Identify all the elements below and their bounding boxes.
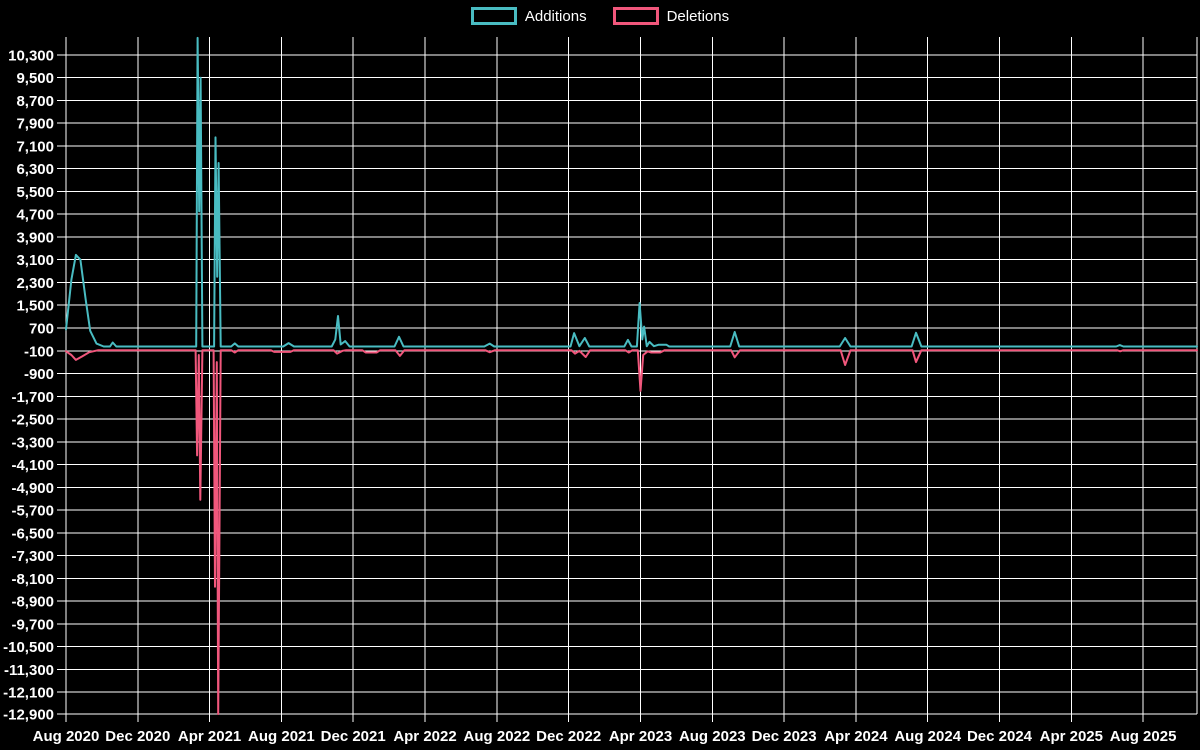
x-tick-label: Aug 2024	[894, 728, 961, 745]
x-tick-label: Aug 2022	[464, 728, 531, 745]
x-tick-label: Dec 2021	[321, 728, 386, 745]
y-tick-label: -12,900	[3, 707, 54, 724]
x-tick-label: Apr 2024	[824, 728, 888, 745]
y-tick-label: -8,100	[11, 571, 54, 588]
y-tick-label: 4,700	[16, 207, 54, 224]
y-tick-label: -1,700	[11, 389, 54, 406]
y-tick-label: 5,500	[16, 184, 54, 201]
y-tick-label: -12,100	[3, 685, 54, 702]
additions-swatch-icon	[470, 7, 517, 25]
deletions-swatch-icon	[612, 7, 659, 25]
y-tick-label: -100	[24, 343, 54, 360]
y-tick-label: -9,700	[11, 616, 54, 633]
y-tick-label: -10,500	[3, 639, 54, 656]
x-tick-label: Dec 2020	[105, 728, 170, 745]
y-tick-label: -6,500	[11, 525, 54, 542]
y-tick-label: 10,300	[8, 47, 54, 64]
y-tick-label: -8,900	[11, 594, 54, 611]
x-tick-label: Apr 2022	[393, 728, 456, 745]
y-tick-label: -2,500	[11, 412, 54, 429]
x-tick-label: Apr 2025	[1040, 728, 1103, 745]
y-tick-label: 3,100	[16, 252, 54, 269]
x-tick-label: Dec 2024	[967, 728, 1033, 745]
legend-item-additions[interactable]: Additions	[470, 7, 587, 25]
x-tick-label: Dec 2022	[536, 728, 601, 745]
x-tick-label: Aug 2023	[679, 728, 746, 745]
chart-legend: Additions Deletions	[0, 7, 1200, 25]
y-tick-label: 7,100	[16, 138, 54, 155]
x-tick-label: Aug 2021	[248, 728, 315, 745]
y-tick-label: -4,900	[11, 480, 54, 497]
y-tick-label: 9,500	[16, 70, 54, 87]
additions-line	[65, 36, 1198, 348]
y-tick-label: 6,300	[16, 161, 54, 178]
x-tick-label: Apr 2023	[609, 728, 672, 745]
x-tick-label: Aug 2025	[1110, 728, 1177, 745]
x-tick-label: Aug 2020	[33, 728, 100, 745]
y-tick-label: 700	[29, 321, 54, 338]
x-tick-label: Dec 2023	[752, 728, 817, 745]
y-tick-label: 2,300	[16, 275, 54, 292]
y-tick-label: -4,100	[11, 457, 54, 474]
y-tick-label: -7,300	[11, 548, 54, 565]
y-tick-label: -5,700	[11, 503, 54, 520]
legend-label-additions: Additions	[524, 7, 587, 25]
y-tick-label: -900	[24, 366, 54, 383]
y-tick-label: -3,300	[11, 434, 54, 451]
y-tick-label: -11,300	[4, 662, 54, 679]
deletions-line	[65, 349, 1198, 715]
legend-label-deletions: Deletions	[666, 7, 730, 25]
x-tick-label: Apr 2021	[178, 728, 241, 745]
y-tick-label: 3,900	[16, 230, 54, 247]
y-tick-label: 8,700	[16, 93, 54, 110]
y-tick-label: 1,500	[16, 298, 54, 315]
legend-item-deletions[interactable]: Deletions	[612, 7, 730, 25]
y-tick-label: 7,900	[16, 116, 54, 133]
